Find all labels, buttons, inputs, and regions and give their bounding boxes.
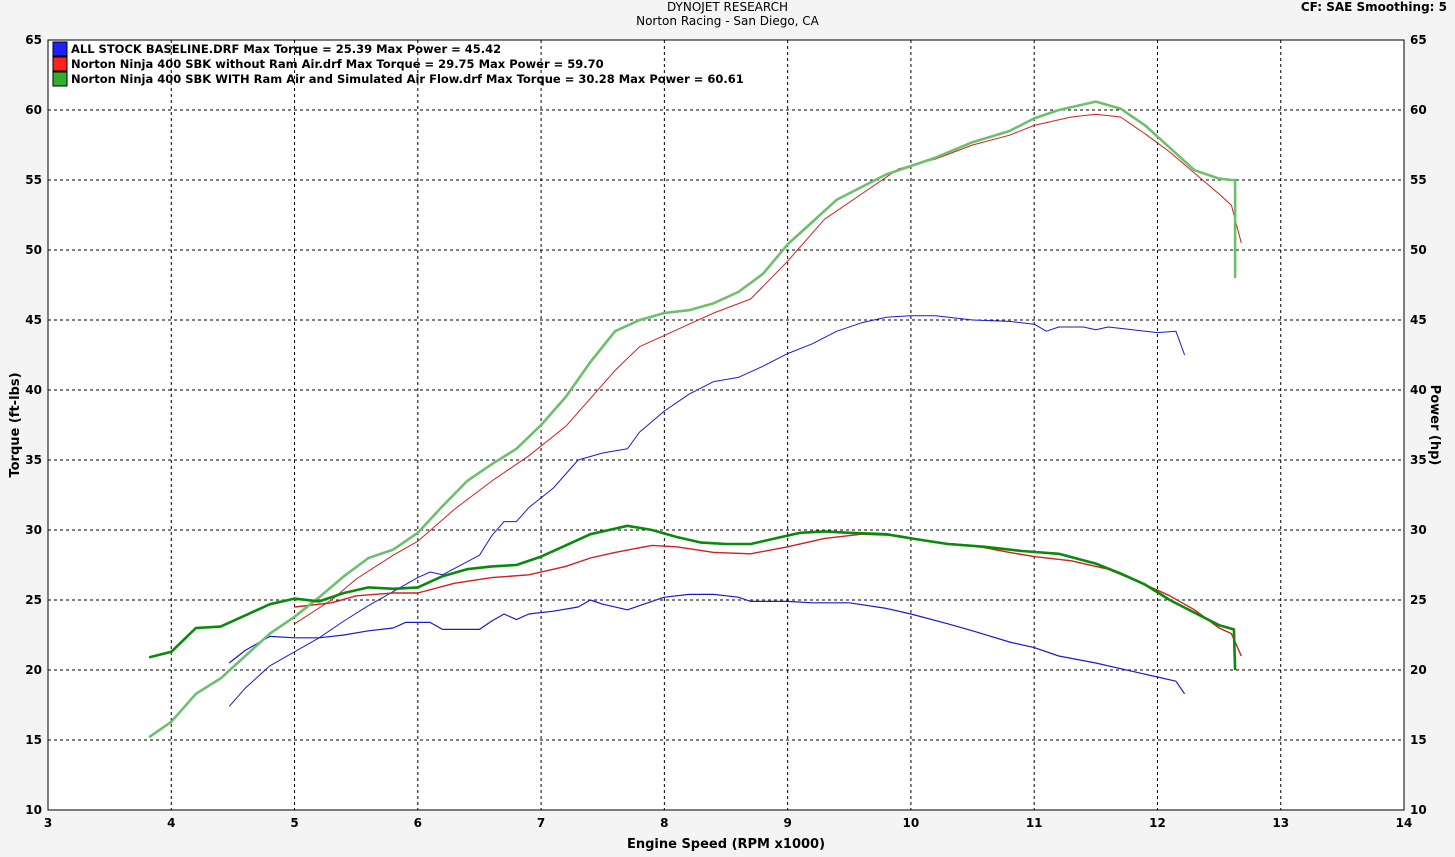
x-tick-label: 14	[1396, 816, 1413, 830]
torque-line-0	[228, 593, 1186, 695]
x-tick-label: 6	[414, 816, 422, 830]
y-tick-label-right: 10	[1410, 803, 1427, 817]
y-tick-label-right: 25	[1410, 593, 1427, 607]
y-tick-label-right: 55	[1410, 173, 1427, 187]
series-lines	[148, 100, 1242, 739]
y-tick-label-right: 15	[1410, 733, 1427, 747]
x-tick-label: 5	[290, 816, 298, 830]
power-line-1	[294, 113, 1242, 625]
legend: ALL STOCK BASELINE.DRF Max Torque = 25.3…	[52, 41, 744, 87]
legend-entry: Norton Ninja 400 SBK without Ram Air.drf…	[71, 57, 604, 71]
power-line-2	[148, 100, 1237, 739]
x-tick-label: 9	[783, 816, 791, 830]
x-tick-label: 10	[903, 816, 920, 830]
torque-line-2	[148, 524, 1237, 671]
y-tick-label-left: 20	[25, 663, 42, 677]
x-tick-label: 12	[1149, 816, 1166, 830]
y-tick-label-left: 30	[25, 523, 42, 537]
y-tick-label-left: 10	[25, 803, 42, 817]
y-axis-right-label: Power (hp)	[1427, 385, 1442, 466]
y-tick-label-right: 30	[1410, 523, 1427, 537]
x-axis-ticks: 3 4 5 6 7 8 9 10 11 12 13 14	[44, 816, 1413, 830]
correction-factor-info: CF: SAE Smoothing: 5	[1300, 0, 1447, 14]
y-tick-label-left: 25	[25, 593, 42, 607]
x-tick-label: 11	[1026, 816, 1043, 830]
x-tick-label: 4	[167, 816, 175, 830]
y-tick-label-right: 45	[1410, 313, 1427, 327]
legend-swatch	[52, 71, 68, 87]
y-tick-label-left: 45	[25, 313, 42, 327]
y-tick-label-left: 50	[25, 243, 42, 257]
y-axis-left-ticks: 10 15 20 25 30 35 40 45 50 55 60 65	[25, 33, 42, 817]
x-tick-label: 13	[1272, 816, 1289, 830]
y-tick-label-right: 20	[1410, 663, 1427, 677]
y-tick-label-left: 65	[25, 33, 42, 47]
legend-swatch	[52, 41, 68, 57]
y-tick-label-left: 55	[25, 173, 42, 187]
y-tick-label-right: 35	[1410, 453, 1427, 467]
legend-entry: Norton Ninja 400 SBK WITH Ram Air and Si…	[71, 72, 744, 86]
y-tick-label-left: 15	[25, 733, 42, 747]
x-tick-label: 7	[537, 816, 545, 830]
y-tick-label-left: 40	[25, 383, 42, 397]
power-line-0	[228, 315, 1186, 707]
x-tick-label: 3	[44, 816, 52, 830]
y-tick-label-right: 65	[1410, 33, 1427, 47]
plot-area	[47, 39, 1405, 811]
y-tick-label-right: 60	[1410, 103, 1427, 117]
legend-swatch	[52, 56, 68, 72]
y-axis-right-ticks: 10 15 20 25 30 35 40 45 50 55 60 65	[1410, 33, 1427, 817]
y-tick-label-left: 60	[25, 103, 42, 117]
y-tick-label-right: 40	[1410, 383, 1427, 397]
y-tick-label-right: 50	[1410, 243, 1427, 257]
x-tick-label: 8	[660, 816, 668, 830]
chart-subtitle: Norton Racing - San Diego, CA	[636, 14, 819, 28]
chart-title: DYNOJET RESEARCH	[666, 0, 789, 14]
y-tick-label-left: 35	[25, 453, 42, 467]
legend-entry: ALL STOCK BASELINE.DRF Max Torque = 25.3…	[71, 42, 501, 56]
x-axis-label: Engine Speed (RPM x1000)	[627, 837, 825, 852]
y-axis-left-label: Torque (ft-lbs)	[8, 372, 23, 477]
